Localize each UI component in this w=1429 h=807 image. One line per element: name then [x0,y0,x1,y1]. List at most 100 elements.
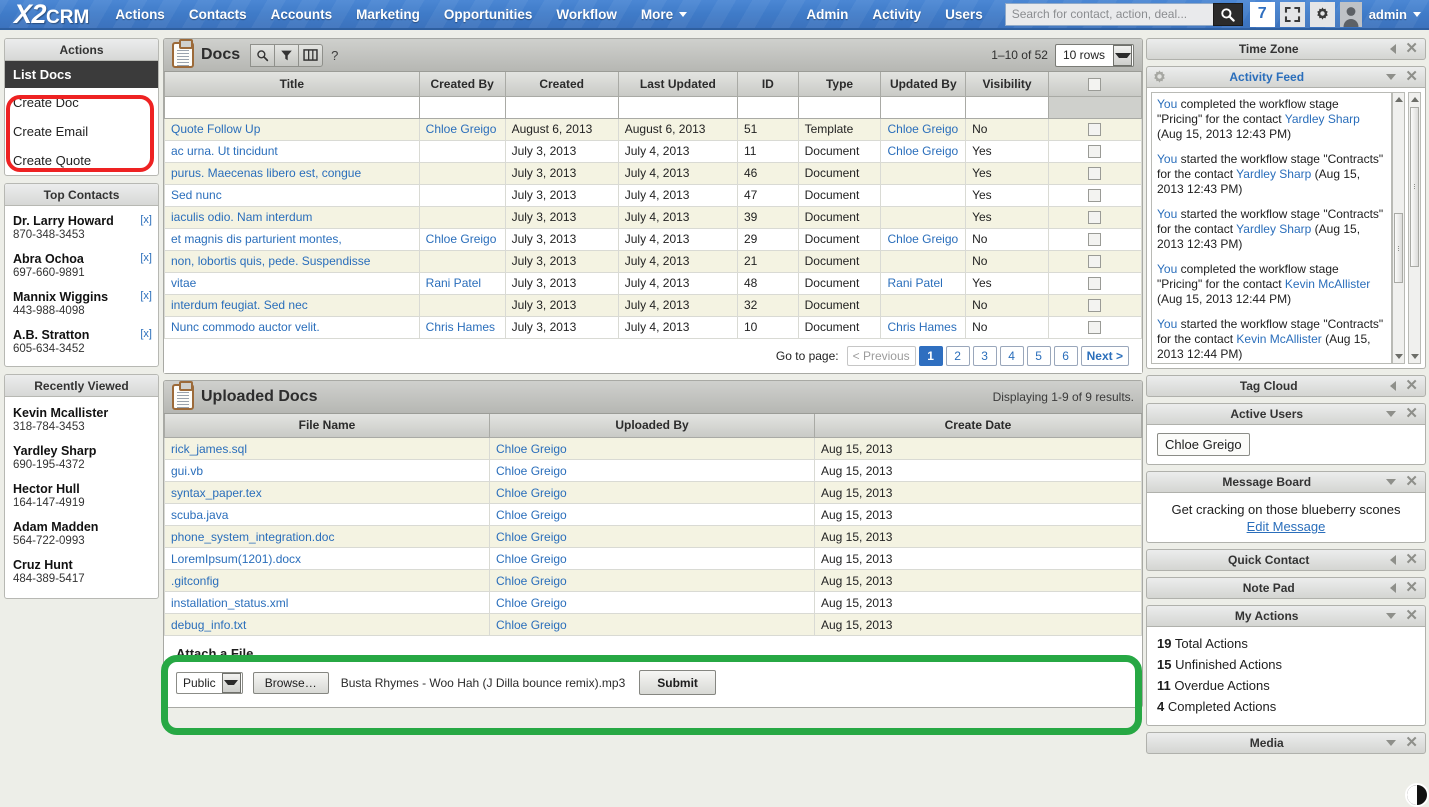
feed-scrollbar-outer[interactable] [1408,92,1421,364]
filter-created[interactable] [504,96,619,119]
cell-created-by[interactable] [418,183,506,207]
cell-file-name-link[interactable]: debug_info.txt [171,617,247,632]
submit-button[interactable]: Submit [639,670,716,695]
cell-uploaded-by-link[interactable]: Chloe Greigo [496,441,567,456]
list-item[interactable]: Kevin Mcallister 318-784-3453 [5,401,158,439]
cell-title-link[interactable]: Sed nunc [171,188,222,202]
cell-title-link[interactable]: non, lobortis quis, pede. Suspendisse [171,254,371,268]
row-checkbox[interactable] [1088,233,1102,247]
nav-activity[interactable]: Activity [872,6,922,22]
cell-updated-by[interactable]: Chloe Greigo [880,227,967,251]
filter-visibility[interactable] [965,96,1049,119]
filter-last-updated[interactable] [617,96,739,119]
sidebar-item-create-quote[interactable]: Create Quote [13,153,92,168]
page-button-4[interactable]: 4 [999,345,1024,366]
scroll-down-icon[interactable] [1409,350,1420,363]
cell-created-by[interactable] [418,293,506,317]
cell-select[interactable] [1047,315,1143,339]
contrast-icon[interactable] [1405,783,1429,807]
filter-title[interactable] [164,96,420,119]
cell-title[interactable]: Quote Follow Up [164,117,420,141]
cell-title-link[interactable]: vitae [171,276,197,290]
cell-created-by[interactable] [418,139,506,163]
cell-created-by[interactable] [418,249,506,273]
widget-header[interactable]: Message Board ✕ [1146,471,1426,493]
list-item[interactable]: Cruz Hunt 484-389-5417 [5,553,158,591]
cell-file-name-link[interactable]: phone_system_integration.doc [171,529,335,544]
table-row[interactable]: purus. Maecenas libero est, congue July 3… [164,161,1143,185]
notification-badge[interactable]: 7 [1249,1,1275,27]
cell-file-name-link[interactable]: LoremIpsum(1201).docx [171,551,302,566]
cell-uploaded-by-link[interactable]: Chloe Greigo [496,463,567,478]
scroll-down-icon[interactable] [1393,350,1404,363]
chevron-down-icon[interactable] [1413,11,1421,17]
cell-title-link[interactable]: purus. Maecenas libero est, congue [171,166,362,180]
cell-updated-by[interactable] [880,293,967,317]
cell-uploaded-by[interactable]: Chloe Greigo [489,547,815,570]
help-link[interactable]: ? [331,47,339,63]
close-icon[interactable]: ✕ [1405,40,1418,57]
table-row[interactable]: .gitconfig Chloe Greigo Aug 15, 2013 [164,569,1142,592]
cell-file-name-link[interactable]: installation_status.xml [171,595,289,610]
admin-menu-label[interactable]: admin [1368,6,1407,22]
row-checkbox[interactable] [1088,299,1102,313]
page-button-3[interactable]: 3 [972,345,997,366]
page-button-5[interactable]: 5 [1026,345,1051,366]
nav-admin[interactable]: Admin [806,6,849,22]
table-row[interactable]: installation_status.xml Chloe Greigo Aug 1… [164,591,1142,614]
cell-select[interactable] [1047,205,1143,229]
remove-contact-button[interactable]: [x] [140,214,152,226]
filter-type[interactable] [797,96,882,119]
list-item[interactable]: Dr. Larry Howard 870-348-3453 [x] [5,209,158,247]
table-row[interactable]: Nunc commodo auctor velit. Chris Hames Jul… [164,315,1143,339]
table-row[interactable]: non, lobortis quis, pede. Suspendisse Jul… [164,249,1143,273]
app-logo[interactable]: X2 CRM [14,0,89,28]
settings-button[interactable] [1309,1,1335,27]
feed-contact-link[interactable]: Kevin McAllister [1284,277,1371,291]
table-row[interactable]: scuba.java Chloe Greigo Aug 15, 2013 [164,503,1142,526]
widget-header[interactable]: Tag Cloud ✕ [1146,375,1426,397]
column-header-created[interactable]: Created [504,72,619,97]
widget-header[interactable]: Active Users ✕ [1146,403,1426,425]
cell-updated-by[interactable] [880,183,967,207]
avatar[interactable] [1339,1,1362,27]
column-header-visibility[interactable]: Visibility [965,72,1049,97]
chevron-left-icon[interactable] [1390,555,1397,565]
select-all-checkbox[interactable] [1088,77,1102,91]
cell-updated-by-link[interactable]: Chloe Greigo [887,232,959,246]
cell-title[interactable]: ac urna. Ut tincidunt [164,139,420,163]
next-page-button[interactable]: Next > [1080,345,1129,366]
cell-uploaded-by-link[interactable]: Chloe Greigo [496,573,567,588]
cell-created-by-link[interactable]: Rani Patel [425,276,482,290]
sidebar-item-list-docs[interactable]: List Docs [5,61,158,88]
cell-title[interactable]: non, lobortis quis, pede. Suspendisse [164,249,420,273]
docs-filter-button[interactable] [274,43,300,67]
widget-header[interactable]: Media ✕ [1146,732,1426,754]
row-checkbox[interactable] [1088,211,1102,225]
chevron-down-icon[interactable] [1386,613,1397,619]
cell-select[interactable] [1047,293,1143,317]
page-button-1[interactable]: 1 [918,345,943,366]
cell-title-link[interactable]: Quote Follow Up [171,122,261,136]
scroll-up-icon[interactable] [1409,93,1420,106]
cell-file-name[interactable]: installation_status.xml [164,591,490,614]
previous-page-button[interactable]: < Previous [846,345,916,366]
close-icon[interactable]: ✕ [1405,607,1418,624]
list-item[interactable]: Hector Hull 164-147-4919 [5,477,158,515]
nav-contacts[interactable]: Contacts [188,6,247,22]
filter-id[interactable] [737,96,799,119]
cell-select[interactable] [1047,271,1143,295]
list-item[interactable]: Adam Madden 564-722-0993 [5,515,158,553]
cell-uploaded-by[interactable]: Chloe Greigo [489,525,815,548]
cell-uploaded-by-link[interactable]: Chloe Greigo [496,617,567,632]
rows-per-page-select[interactable]: 10 rows [1054,43,1134,67]
scrollbar-thumb[interactable] [1410,107,1419,267]
chevron-left-icon[interactable] [1390,381,1397,391]
scroll-up-icon[interactable] [1393,93,1404,106]
docs-search-button[interactable] [250,43,276,67]
close-icon[interactable]: ✕ [1405,579,1418,596]
widget-header[interactable]: Time Zone ✕ [1146,38,1426,60]
remove-contact-button[interactable]: [x] [140,290,152,302]
cell-updated-by[interactable]: Chris Hames [880,315,967,339]
widget-header[interactable]: Activity Feed ✕ [1146,66,1426,88]
